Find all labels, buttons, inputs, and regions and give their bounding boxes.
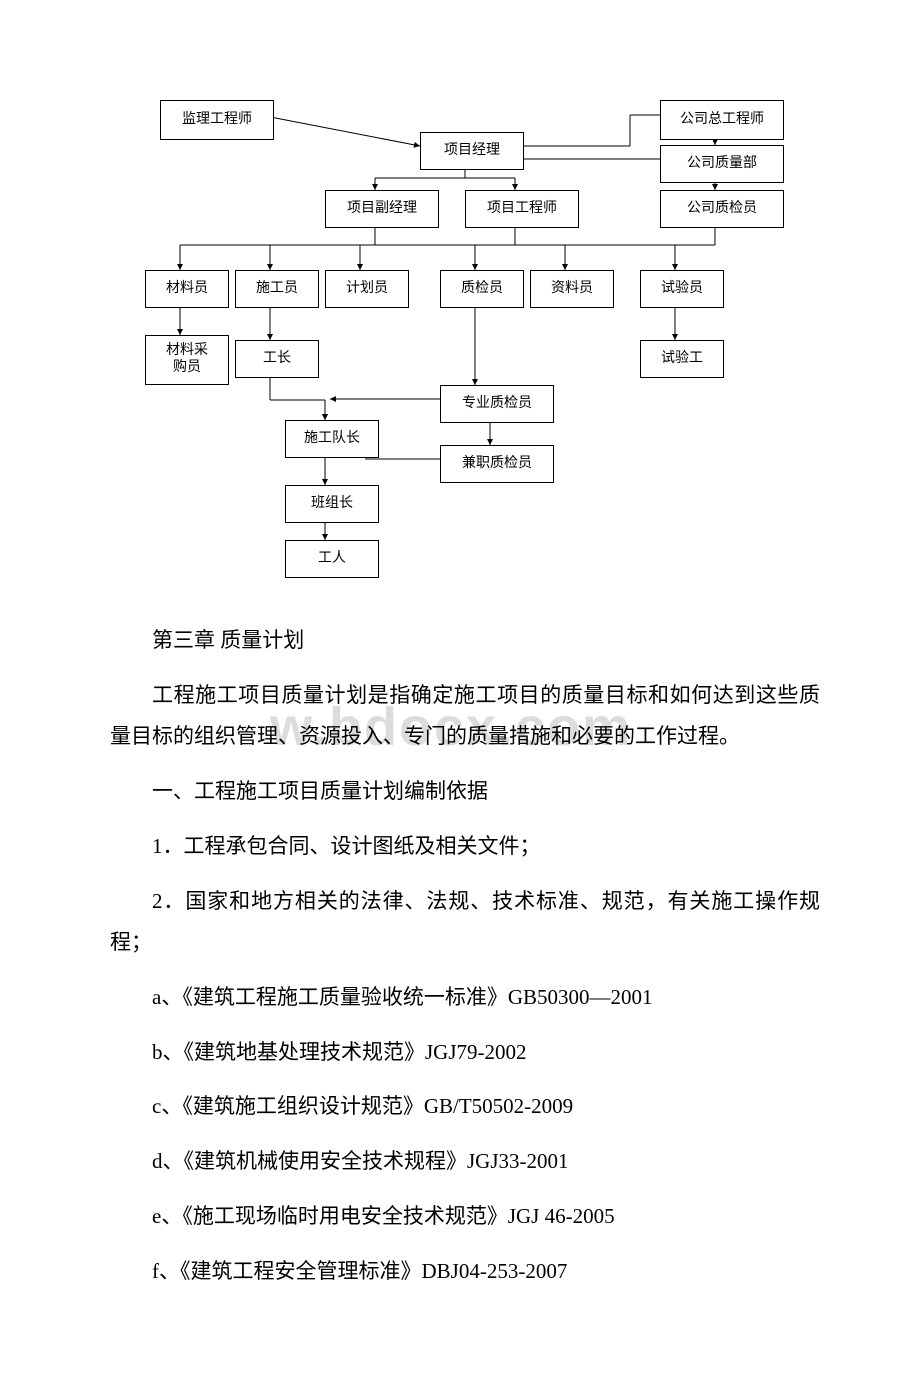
flowchart-node: 试验员 bbox=[640, 270, 724, 308]
org-flowchart: 监理工程师公司总工程师项目经理公司质量部项目副经理项目工程师公司质检员材料员施工… bbox=[130, 90, 830, 580]
flowchart-node: 公司总工程师 bbox=[660, 100, 784, 140]
sub-item-b: b、《建筑地基处理技术规范》JGJ79-2002 bbox=[110, 1032, 820, 1073]
sub-item-f: f、《建筑工程安全管理标准》DBJ04-253-2007 bbox=[110, 1251, 820, 1292]
flowchart-node: 公司质检员 bbox=[660, 190, 784, 228]
flowchart-node: 项目经理 bbox=[420, 132, 524, 170]
flowchart-node: 项目副经理 bbox=[325, 190, 439, 228]
sub-item-d: d、《建筑机械使用安全技术规程》JGJ33-2001 bbox=[110, 1141, 820, 1182]
document-page: 监理工程师公司总工程师项目经理公司质量部项目副经理项目工程师公司质检员材料员施工… bbox=[0, 90, 920, 1392]
flowchart-node: 公司质量部 bbox=[660, 145, 784, 183]
flowchart-node: 施工队长 bbox=[285, 420, 379, 458]
flowchart-node: 专业质检员 bbox=[440, 385, 554, 423]
sub-item-e: e、《施工现场临时用电安全技术规范》JGJ 46-2005 bbox=[110, 1196, 820, 1237]
chapter-title: 第三章 质量计划 bbox=[110, 620, 820, 661]
flowchart-node: 资料员 bbox=[530, 270, 614, 308]
flowchart-node: 项目工程师 bbox=[465, 190, 579, 228]
section-heading-1: 一、工程施工项目质量计划编制依据 bbox=[110, 771, 820, 812]
flowchart-node: 监理工程师 bbox=[160, 100, 274, 140]
flowchart-node: 材料员 bbox=[145, 270, 229, 308]
flowchart-node: 兼职质检员 bbox=[440, 445, 554, 483]
flowchart-node: 班组长 bbox=[285, 485, 379, 523]
list-item-2: 2．国家和地方相关的法律、法规、技术标准、规范，有关施工操作规程； bbox=[110, 881, 820, 963]
flowchart-node: 材料采 购员 bbox=[145, 335, 229, 385]
flowchart-node: 工人 bbox=[285, 540, 379, 578]
list-item-1: 1．工程承包合同、设计图纸及相关文件； bbox=[110, 826, 820, 867]
sub-item-c: c、《建筑施工组织设计规范》GB/T50502-2009 bbox=[110, 1086, 820, 1127]
sub-item-a: a、《建筑工程施工质量验收统一标准》GB50300—2001 bbox=[110, 977, 820, 1018]
flowchart-node: 质检员 bbox=[440, 270, 524, 308]
text-body: 第三章 质量计划 工程施工项目质量计划是指确定施工项目的质量目标和如何达到这些质… bbox=[110, 620, 820, 1292]
flowchart-node: 计划员 bbox=[325, 270, 409, 308]
flowchart-node: 工长 bbox=[235, 340, 319, 378]
flowchart-node: 试验工 bbox=[640, 340, 724, 378]
flowchart-node: 施工员 bbox=[235, 270, 319, 308]
paragraph-intro: 工程施工项目质量计划是指确定施工项目的质量目标和如何达到这些质量目标的组织管理、… bbox=[110, 675, 820, 757]
